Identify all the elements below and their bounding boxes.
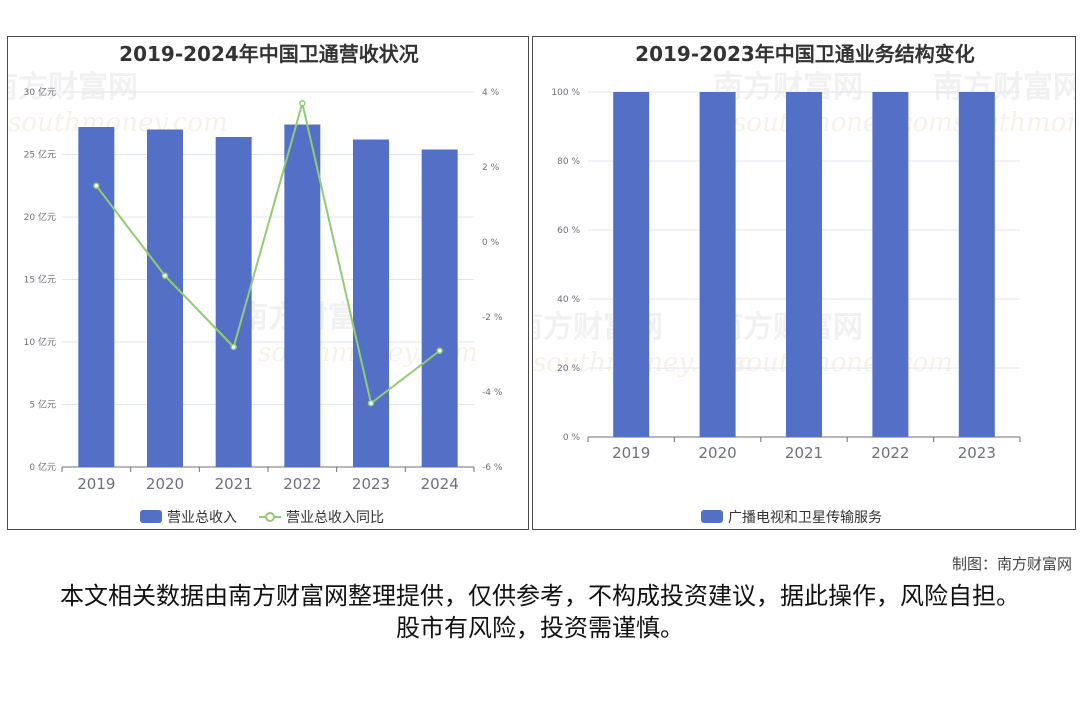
legend-label-yoy: 营业总收入同比 bbox=[286, 510, 384, 526]
y-left-tick-label: 15 亿元 bbox=[24, 274, 56, 286]
y-right-tick-label: -4 % bbox=[482, 388, 503, 398]
bar-revenue-2020 bbox=[147, 129, 183, 467]
bar-structure-2021 bbox=[786, 92, 822, 437]
disclaimer-text: 本文相关数据由南方财富网整理提供，仅供参考，不构成投资建议，据此操作，风险自担。… bbox=[60, 582, 1020, 642]
y-left-tick-label: 20 亿元 bbox=[24, 211, 56, 223]
x-tick-label: 2019 bbox=[612, 444, 650, 462]
watermark-cn: 南方财富网 bbox=[933, 70, 1076, 105]
point-yoy-2023 bbox=[367, 400, 375, 407]
point-yoy-2021 bbox=[230, 343, 237, 351]
watermark-en: southmoney.com bbox=[733, 348, 953, 378]
line-revenue-yoy bbox=[95, 102, 441, 405]
y-left-tick-label: 25 亿元 bbox=[24, 149, 56, 161]
point-yoy-2020 bbox=[161, 272, 169, 279]
watermark-cn: 南方财富网 bbox=[8, 70, 138, 105]
legend-marker-yoy bbox=[265, 512, 275, 522]
y-left-tick-label: 30 亿元 bbox=[24, 86, 56, 98]
watermark-en: southmoney.com bbox=[8, 108, 228, 138]
x-tick-label: 2023 bbox=[958, 444, 996, 462]
y-tick-label: 0 % bbox=[563, 433, 581, 443]
bar-structure-2022 bbox=[872, 92, 909, 437]
bar-revenue-2022 bbox=[284, 124, 321, 467]
bar-structure-2020 bbox=[699, 92, 736, 437]
y-right-tick-label: 0 % bbox=[482, 238, 500, 248]
y-right-tick-label: 4 % bbox=[482, 88, 500, 98]
chart-title: 2019-2024年中国卫通营收状况 bbox=[119, 42, 419, 66]
chart-panel-revenue: 南方财富网southmoney.com南方财富网southmoney.com南方… bbox=[7, 36, 529, 530]
y-tick-label: 40 % bbox=[557, 295, 580, 305]
y-tick-label: 60 % bbox=[557, 226, 580, 236]
y-right-tick-label: 2 % bbox=[482, 163, 500, 173]
legend-label-broadcast: 广播电视和卫星传输服务 bbox=[728, 510, 882, 526]
x-tick-label: 2019 bbox=[77, 475, 115, 493]
chart-credit: 制图：南方财富网 bbox=[951, 555, 1072, 573]
y-tick-label: 20 % bbox=[557, 364, 580, 374]
y-right-tick-label: -2 % bbox=[482, 313, 503, 323]
legend-swatch-revenue bbox=[140, 510, 162, 523]
legend-swatch-broadcast bbox=[701, 510, 723, 523]
y-left-tick-label: 0 亿元 bbox=[29, 461, 56, 473]
x-tick-label: 2020 bbox=[146, 475, 184, 493]
bar-revenue-2024 bbox=[421, 149, 458, 467]
point-yoy-2024 bbox=[436, 347, 443, 354]
chart-title: 2019-2023年中国卫通业务结构变化 bbox=[635, 42, 975, 66]
y-left-tick-label: 10 亿元 bbox=[24, 336, 56, 348]
y-tick-label: 80 % bbox=[557, 157, 580, 167]
y-tick-label: 100 % bbox=[551, 88, 580, 98]
legend-label-revenue: 营业总收入 bbox=[167, 510, 237, 526]
x-tick-label: 2022 bbox=[871, 444, 909, 462]
watermark-en: southmoney.com bbox=[733, 108, 953, 138]
x-tick-label: 2022 bbox=[283, 475, 321, 493]
bar-revenue-2019 bbox=[78, 127, 115, 467]
bar-structure-2023 bbox=[958, 92, 995, 437]
x-tick-label: 2024 bbox=[421, 475, 459, 493]
x-tick-label: 2021 bbox=[215, 475, 253, 493]
bar-revenue-2023 bbox=[353, 139, 389, 467]
point-yoy-2022 bbox=[299, 100, 306, 107]
chart-panel-structure: 南方财富网southmoney.com南方财富网southmoney.com南方… bbox=[532, 36, 1076, 530]
revenue-chart: 南方财富网southmoney.com南方财富网southmoney.com南方… bbox=[8, 42, 503, 526]
bar-structure-2019 bbox=[613, 92, 650, 437]
y-right-tick-label: -6 % bbox=[482, 463, 503, 473]
x-tick-label: 2020 bbox=[699, 444, 737, 462]
business-structure-chart: 南方财富网southmoney.com南方财富网southmoney.com南方… bbox=[533, 42, 1076, 526]
x-tick-label: 2023 bbox=[352, 475, 390, 493]
x-tick-label: 2021 bbox=[785, 444, 823, 462]
y-left-tick-label: 5 亿元 bbox=[29, 399, 56, 411]
point-yoy-2019 bbox=[93, 182, 100, 189]
